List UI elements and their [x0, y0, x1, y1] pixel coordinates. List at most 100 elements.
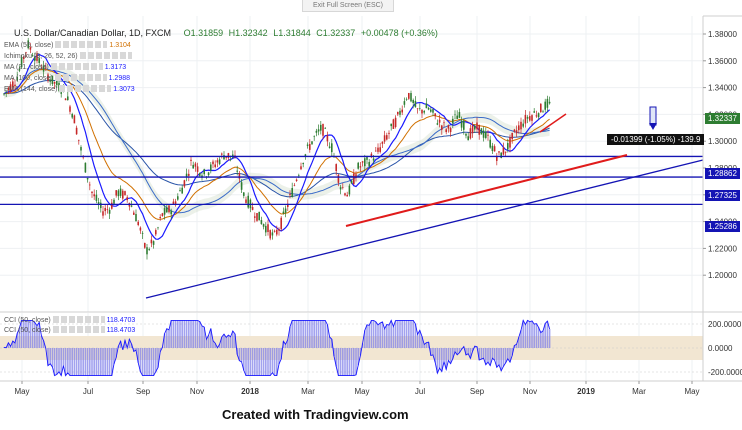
candle-body: [394, 117, 397, 127]
candle-body: [207, 172, 210, 176]
candle-body: [350, 180, 353, 184]
candle-body: [100, 202, 102, 209]
candle-body: [60, 92, 62, 94]
time-tick-label: Nov: [190, 387, 204, 396]
candle-body: [265, 225, 267, 233]
indicator-settings-icon[interactable]: [59, 85, 112, 92]
candle-body: [377, 147, 379, 152]
candle-body: [526, 117, 529, 119]
candle-body: [29, 47, 32, 50]
candle-body: [146, 247, 148, 255]
long-term-trendline: [145, 159, 704, 299]
candle-body: [518, 125, 520, 131]
candle-body: [3, 93, 5, 95]
candle-body: [361, 161, 364, 163]
candle-body: [144, 243, 146, 248]
red-trendline: [345, 154, 628, 227]
candle-body: [212, 161, 214, 165]
candle-body: [185, 173, 188, 177]
candle-body: [93, 194, 95, 197]
indicator-ema55[interactable]: EMA (55, close) 1.3104: [4, 41, 131, 49]
candle-body: [326, 135, 329, 142]
candle-body: [293, 185, 296, 186]
candle-body: [344, 193, 346, 196]
indicator-settings-icon[interactable]: [50, 63, 103, 70]
candle-body: [482, 130, 485, 138]
candle-body: [9, 84, 12, 92]
candle-body: [38, 58, 40, 63]
indicator-settings-icon[interactable]: [79, 52, 132, 59]
time-tick-label: 2019: [577, 387, 595, 396]
price-tick-label: 1.34000: [708, 84, 737, 93]
candle-body: [513, 129, 516, 132]
candle-body: [496, 156, 498, 161]
candle-body: [172, 201, 175, 205]
candle-body: [370, 153, 373, 158]
indicator-settings-icon[interactable]: [55, 41, 108, 48]
candle-body: [366, 156, 368, 160]
symbol-header: U.S. Dollar/Canadian Dollar, 1D, FXCM O1…: [14, 28, 441, 38]
candle-body: [58, 82, 60, 91]
candle-body: [408, 93, 410, 99]
candle-body: [53, 81, 56, 84]
price-tick-label: 1.38000: [708, 30, 737, 39]
low-value: L1.31844: [273, 28, 311, 38]
current-price-tag: 1.32337: [705, 113, 740, 124]
candle-body: [313, 136, 315, 137]
candle-body: [179, 190, 181, 192]
cci-indicator-2[interactable]: CCI (50, close) 118.4703: [4, 326, 136, 334]
candle-body: [161, 213, 164, 217]
candle-body: [383, 135, 386, 142]
candle-body: [221, 153, 223, 155]
measure-arrow-icon: [649, 123, 657, 130]
candle-body: [247, 195, 249, 208]
indicator-settings-icon[interactable]: [52, 316, 105, 323]
candle-body: [489, 139, 491, 148]
candle-body: [346, 194, 348, 197]
candle-body: [31, 55, 34, 57]
time-tick-label: Mar: [632, 387, 646, 396]
candle-body: [84, 162, 87, 173]
indicator-settings-icon[interactable]: [52, 326, 105, 333]
candle-body: [463, 120, 465, 130]
indicator-ichimoku[interactable]: Ichimoku (9, 26, 52, 26): [4, 52, 132, 60]
candle-body: [300, 166, 302, 170]
candle-body: [113, 199, 115, 204]
candle-body: [476, 122, 478, 130]
candle-body: [166, 207, 168, 213]
candle-body: [258, 211, 260, 221]
exit-full-screen-button[interactable]: Exit Full Screen (ESC): [302, 0, 394, 12]
candle-body: [34, 56, 36, 61]
indicator-ma21[interactable]: MA (21, close) 1.3173: [4, 63, 127, 71]
candle-body: [309, 144, 311, 150]
candlestick-series: [3, 37, 551, 260]
time-tick-label: 2018: [241, 387, 259, 396]
candle-body: [269, 230, 271, 239]
candle-body: [214, 164, 216, 168]
candle-body: [339, 187, 342, 190]
candle-body: [49, 79, 51, 82]
trendline-drawings[interactable]: [0, 106, 704, 299]
candle-body: [436, 123, 439, 125]
candle-body: [491, 145, 494, 152]
candle-body: [364, 158, 366, 167]
candle-body: [137, 221, 139, 226]
candle-body: [546, 98, 549, 108]
candle-body: [331, 143, 333, 153]
indicator-ema144[interactable]: EMA (144, close) 1.3073: [4, 85, 135, 93]
candle-body: [27, 40, 29, 49]
indicator-settings-icon[interactable]: [54, 74, 107, 81]
candle-body: [388, 132, 390, 134]
candle-body: [51, 75, 54, 85]
cci-indicator-1[interactable]: CCI (50, close) 118.4703: [4, 316, 136, 324]
candle-body: [445, 129, 447, 133]
candle-body: [421, 109, 423, 114]
candle-body: [342, 187, 344, 188]
indicator-ma100[interactable]: MA (100, close) 1.2988: [4, 74, 131, 82]
candle-body: [432, 109, 434, 113]
candle-body: [493, 146, 496, 152]
candle-body: [73, 115, 76, 124]
candle-body: [188, 173, 190, 176]
candle-body: [471, 125, 474, 134]
